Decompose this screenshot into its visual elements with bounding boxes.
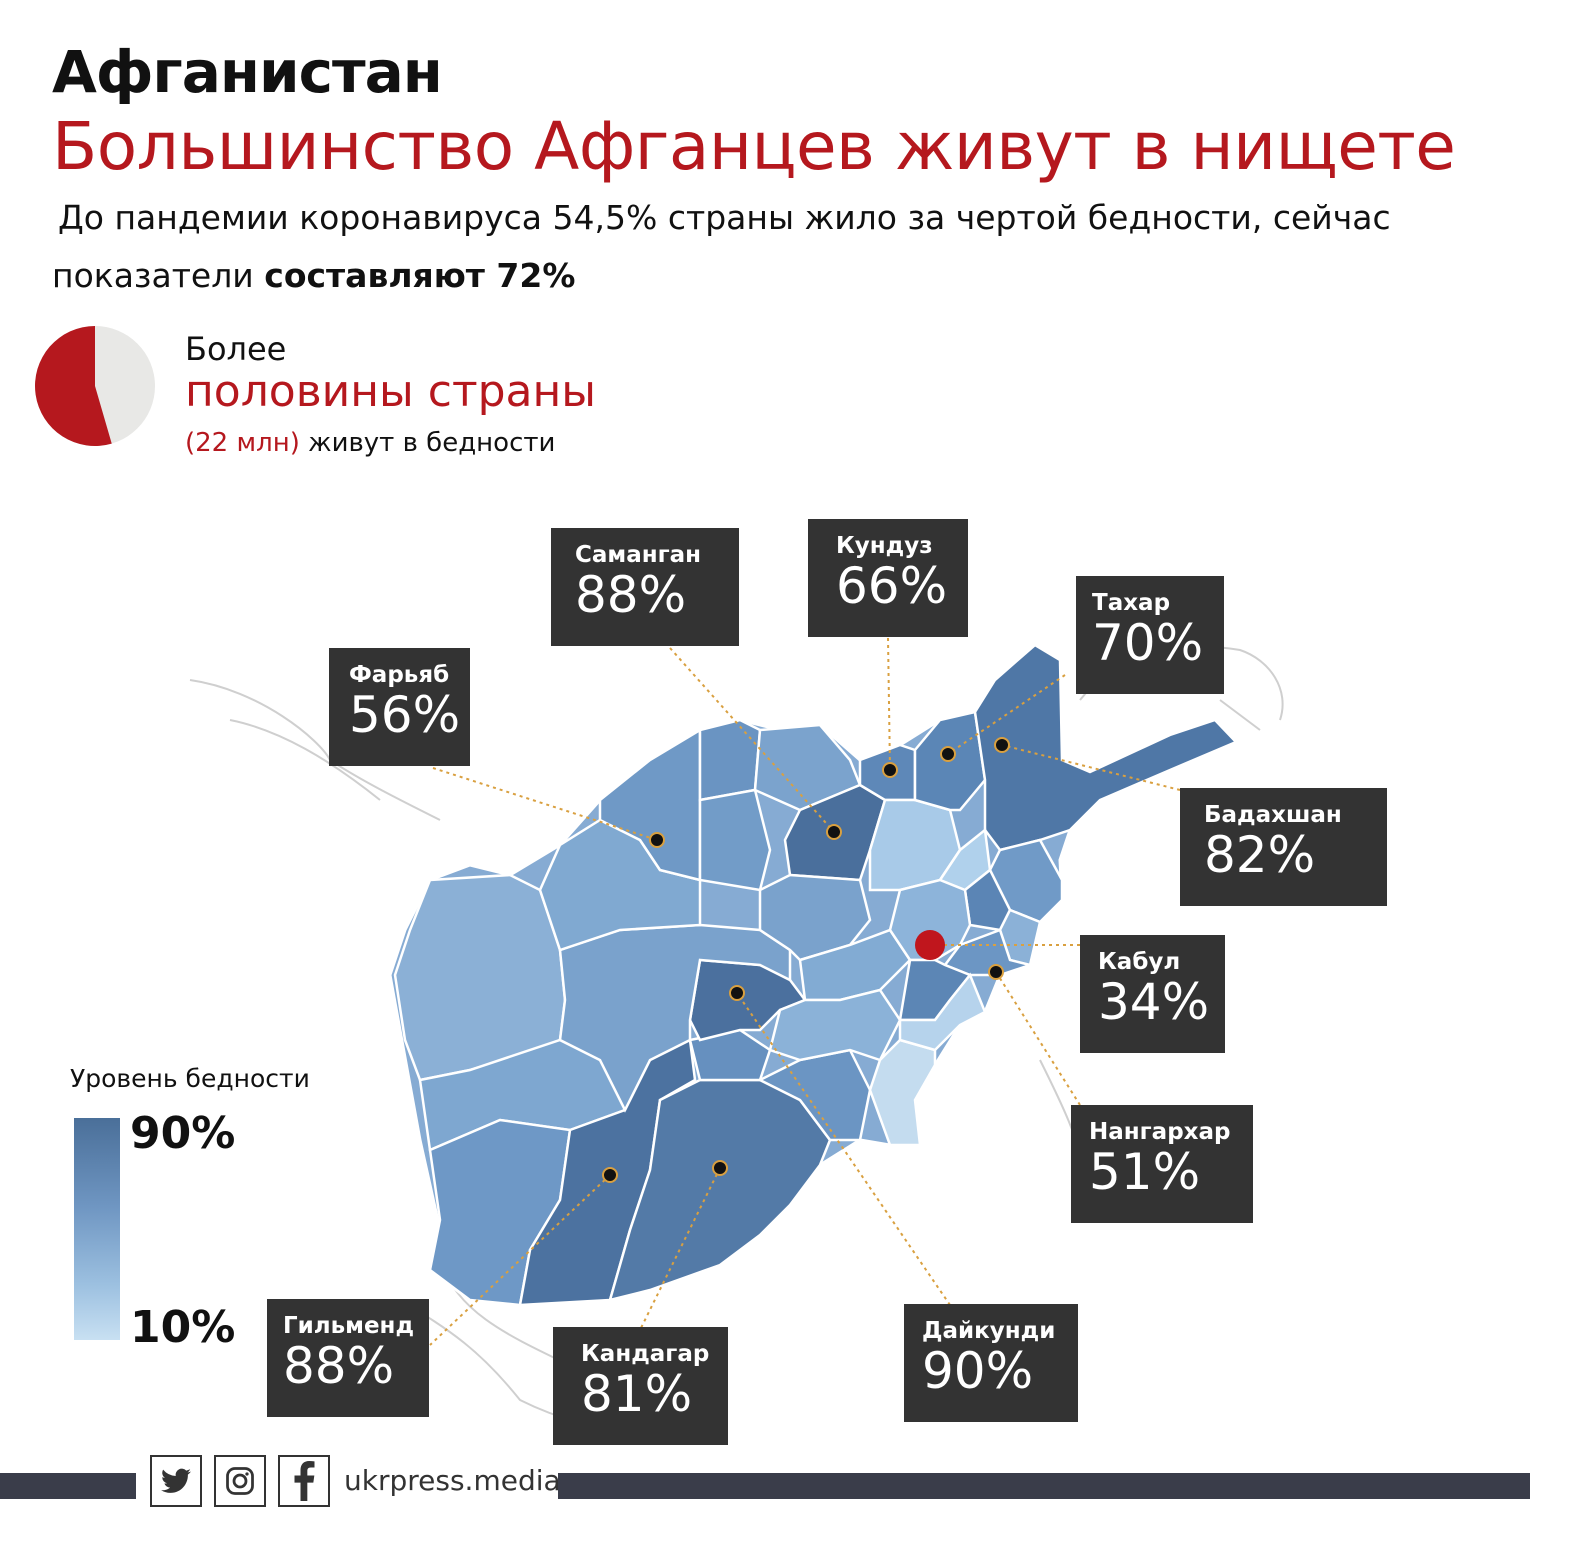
instagram-link[interactable] — [214, 1455, 266, 1507]
province-value: 70% — [1092, 614, 1204, 672]
province-ghazni — [768, 988, 902, 1062]
legend-title: Уровень бедности — [70, 1064, 310, 1093]
province-markers — [602, 737, 1010, 1183]
marker-nangarhar — [988, 964, 1004, 980]
footer-rule-right — [558, 1473, 1530, 1499]
label-kandahar: Кандагар 81% — [553, 1327, 728, 1445]
province-name: Кундуз — [836, 533, 933, 559]
province-value: 88% — [283, 1337, 395, 1395]
marker-badakhshan — [994, 737, 1010, 753]
province-name: Кабул — [1098, 949, 1181, 975]
label-badakhshan: Бадахшан 82% — [1180, 788, 1387, 906]
marker-daykundi — [729, 985, 745, 1001]
headline: Большинство Афганцев живут в нищете — [52, 108, 1456, 185]
poverty-pie-chart — [35, 326, 155, 446]
province-name: Саманган — [575, 542, 702, 568]
province-name: Дайкунди — [922, 1318, 1056, 1344]
province-value: 82% — [1204, 826, 1316, 884]
twitter-icon — [161, 1468, 191, 1493]
marker-samangan — [826, 824, 842, 840]
legend-max: 90% — [130, 1108, 236, 1159]
label-nangarhar: Нангархар 51% — [1071, 1105, 1253, 1223]
province-paktia — [898, 972, 987, 1052]
summary-count: (22 млн) живут в бедности — [185, 428, 555, 458]
summary-half: половины страны — [185, 366, 596, 417]
province-name: Бадахшан — [1204, 802, 1342, 828]
label-faryab: Фарьяб 56% — [329, 648, 470, 766]
subtitle-plain: показатели — [52, 256, 254, 295]
province-value: 88% — [575, 566, 687, 624]
province-shapes — [393, 643, 1239, 1307]
label-helmand: Гильменд 88% — [267, 1299, 429, 1417]
province-value: 90% — [922, 1342, 1034, 1400]
province-badakhshan — [973, 643, 1239, 852]
summary-count-suffix: живут в бедности — [308, 428, 556, 458]
label-takhar: Тахар 70% — [1076, 576, 1224, 694]
summary-count-value: (22 млн) — [185, 428, 300, 458]
province-ghor — [558, 923, 792, 1113]
twitter-link[interactable] — [150, 1455, 202, 1507]
footer-rule-left — [0, 1473, 136, 1499]
subtitle-line-1: До пандемии коронавируса 54,5% страны жи… — [58, 198, 1391, 237]
province-name: Кандагар — [581, 1341, 710, 1367]
legend-gradient-bar — [74, 1118, 120, 1340]
province-name: Тахар — [1092, 590, 1171, 616]
label-kabul: Кабул 34% — [1080, 935, 1225, 1053]
province-value: 81% — [581, 1365, 693, 1423]
marker-helmand — [602, 1167, 618, 1183]
subtitle-bold: составляют 72% — [264, 256, 576, 295]
label-kunduz: Кундуз 66% — [808, 519, 968, 637]
marker-kabul-capital — [915, 930, 945, 960]
pie-poverty-slice — [35, 326, 112, 446]
marker-kunduz — [882, 762, 898, 778]
country-title: Афганистан — [52, 38, 443, 106]
province-value: 51% — [1089, 1143, 1201, 1201]
facebook-icon — [294, 1461, 315, 1501]
subtitle-line-2: показатели составляют 72% — [52, 256, 575, 295]
province-name: Нангархар — [1089, 1119, 1231, 1145]
province-value: 66% — [836, 557, 948, 615]
province-name: Фарьяб — [349, 662, 450, 688]
legend-min: 10% — [130, 1302, 236, 1353]
instagram-icon — [226, 1467, 254, 1495]
site-link[interactable]: ukrpress.media — [344, 1464, 561, 1497]
facebook-link[interactable] — [278, 1455, 330, 1507]
summary-more: Более — [185, 330, 287, 368]
marker-faryab — [649, 832, 665, 848]
province-value: 56% — [349, 686, 461, 744]
afghanistan-map — [189, 637, 1284, 1431]
label-daykundi: Дайкунди 90% — [904, 1304, 1078, 1422]
leader-lines — [429, 637, 1181, 1346]
province-sar-e-pol — [698, 788, 772, 892]
marker-takhar — [940, 746, 956, 762]
province-jawzjan — [698, 718, 762, 802]
province-value: 34% — [1098, 973, 1210, 1031]
label-samangan: Саманган 88% — [551, 528, 739, 646]
marker-kandahar — [712, 1160, 728, 1176]
province-name: Гильменд — [283, 1313, 415, 1339]
